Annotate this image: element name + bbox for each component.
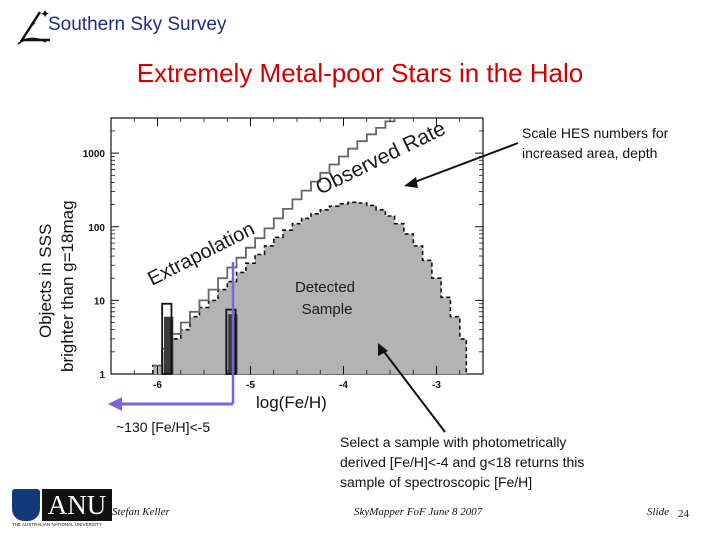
bar-outline-1 <box>161 302 173 375</box>
anu-logo: ANU THE AUSTRALIAN NATIONAL UNIVERSITY <box>12 489 112 531</box>
anu-logo-subtext: THE AUSTRALIAN NATIONAL UNIVERSITY <box>12 522 102 527</box>
svg-text:✦: ✦ <box>30 19 37 28</box>
detected-sample-outline <box>152 201 468 374</box>
x-tick-label: -6 <box>153 380 162 391</box>
sample-label: Sample <box>302 301 353 318</box>
slide-title: Extremely Metal-poor Stars in the Halo <box>136 58 584 88</box>
scale-note-line1: Scale HES numbers for <box>522 125 669 141</box>
count-arrow-head <box>108 397 122 411</box>
select-note-line2: derived [Fe/H]<-4 and g<18 returns this <box>340 454 585 470</box>
bar-outline-2 <box>225 308 237 375</box>
footer-author: Stefan Keller <box>112 506 170 518</box>
y-tick-label: 100 <box>88 223 105 234</box>
survey-name: Southern Sky Survey <box>48 14 227 35</box>
observed-rate-line <box>152 117 437 367</box>
anu-logo-text: ANU <box>42 489 112 521</box>
footer-event: SkyMapper FoF June 8 2007 <box>354 506 483 518</box>
observed-rate-label: Observed Rate <box>312 117 449 200</box>
count-note: ~130 [Fe/H]<-5 <box>116 419 211 435</box>
y-tick-label: 10 <box>94 296 106 307</box>
svg-text:✦: ✦ <box>40 7 50 21</box>
y-tick-label: 1000 <box>83 149 106 160</box>
x-axis-label: log(Fe/H) <box>256 393 327 412</box>
scale-note: Scale HES numbers for increased area, de… <box>522 123 668 163</box>
sss-logo-icon: ✦ ✦ <box>17 7 50 45</box>
slide-number-label: Slide <box>647 506 669 518</box>
x-tick-label: -4 <box>339 380 348 391</box>
scale-pointer-head <box>404 177 418 188</box>
scale-pointer-line <box>411 142 519 184</box>
select-pointer-line <box>381 348 446 433</box>
x-tick-label: -5 <box>246 380 255 391</box>
crest-icon <box>12 489 40 521</box>
y-axis-label-line1: Objects in SSS <box>36 223 55 338</box>
select-note-line1: Select a sample with photometrically <box>340 434 567 450</box>
select-note: Select a sample with photometrically der… <box>340 432 584 492</box>
y-tick-label: 1 <box>99 370 105 381</box>
y-axis-label-line2: brighter than g=18mag <box>58 200 77 372</box>
select-note-line3: sample of spectroscopic [Fe/H] <box>340 474 533 490</box>
x-tick-label: -3 <box>432 380 441 391</box>
select-pointer-head <box>378 343 388 356</box>
detected-bar-1 <box>164 316 174 374</box>
scale-note-line2: increased area, depth <box>522 145 658 161</box>
slide-number: 24 <box>678 508 689 520</box>
detected-label: Detected <box>295 279 355 296</box>
